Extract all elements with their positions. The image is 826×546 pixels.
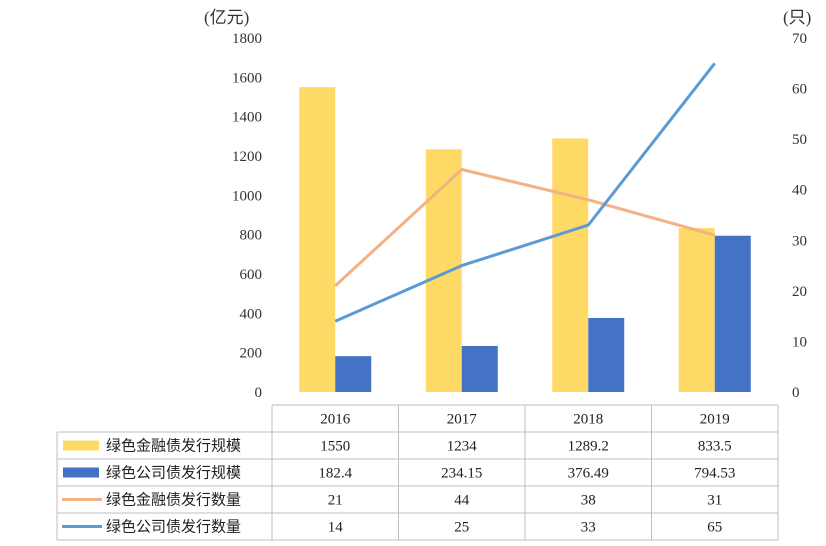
left-axis-unit: (亿元): [204, 8, 249, 27]
table-value: 38: [581, 493, 596, 509]
left-tick-label: 200: [240, 346, 263, 362]
table-value: 21: [328, 493, 343, 509]
table-value: 25: [454, 520, 469, 536]
right-tick-label: 70: [792, 31, 807, 47]
category-label: 2018: [573, 412, 603, 428]
bar-green-corporate-bond-scale: [461, 345, 498, 392]
line-green-corporate-bond-count: [334, 62, 716, 323]
right-tick-label: 20: [792, 284, 807, 300]
left-tick-label: 1200: [232, 149, 262, 165]
left-tick-label: 0: [255, 385, 263, 401]
left-tick-label: 1600: [232, 70, 262, 86]
legend-series-name: 绿色金融债发行数量: [106, 492, 241, 509]
table-value: 833.5: [698, 439, 732, 455]
table-value: 1550: [320, 439, 350, 455]
bars: [299, 87, 751, 393]
left-tick-label: 1400: [232, 110, 262, 126]
legend-swatch-bar: [63, 440, 99, 451]
left-tick-label: 800: [240, 228, 263, 244]
left-tick-label: 400: [240, 306, 263, 322]
right-tick-label: 10: [792, 334, 807, 350]
right-tick-label: 30: [792, 233, 807, 249]
left-tick-label: 1000: [232, 188, 262, 204]
lines: [334, 62, 716, 323]
legend-series-name: 绿色公司债发行数量: [106, 519, 241, 536]
table-value: 1289.2: [568, 439, 609, 455]
right-tick-label: 40: [792, 183, 807, 199]
table-value: 794.53: [694, 466, 735, 482]
table-value: 1234: [447, 439, 478, 455]
table-value: 44: [454, 493, 470, 509]
right-tick-label: 60: [792, 82, 807, 98]
right-axis: 0 10 20 30 40 50 60 70: [792, 31, 807, 401]
table-value: 31: [707, 493, 722, 509]
data-table: 2016 2017 2018 2019 绿色金融债发行规模 1550 1234 1289.2 8…: [56, 404, 779, 541]
category-label: 2016: [320, 412, 351, 428]
table-value: 14: [328, 520, 344, 536]
bar-green-financial-bond-scale: [552, 138, 589, 392]
right-axis-unit: (只): [783, 8, 811, 27]
legend-swatch-bar: [63, 467, 99, 478]
legend-series-name: 绿色公司债发行规模: [106, 465, 241, 482]
bar-green-financial-bond-scale: [425, 149, 462, 392]
right-tick-label: 50: [792, 132, 807, 148]
category-label: 2017: [447, 412, 478, 428]
line-green-financial-bond-count: [334, 167, 716, 287]
category-label: 2019: [700, 412, 730, 428]
left-tick-label: 600: [240, 267, 263, 283]
right-tick-label: 0: [792, 385, 800, 401]
bar-green-corporate-bond-scale: [588, 317, 625, 392]
table-value: 234.15: [441, 466, 482, 482]
left-axis: 0 200 400 600 800 1000 1200 1400 1600 1800: [232, 31, 262, 401]
table-value: 376.49: [568, 466, 609, 482]
table-value: 33: [581, 520, 596, 536]
table-value: 65: [707, 520, 722, 536]
left-tick-label: 1800: [232, 31, 262, 47]
bar-green-corporate-bond-scale: [714, 235, 751, 392]
table-value: 182.4: [318, 466, 352, 482]
bar-green-corporate-bond-scale: [335, 356, 372, 392]
bar-green-financial-bond-scale: [678, 228, 715, 392]
bar-green-financial-bond-scale: [299, 87, 336, 393]
legend-series-name: 绿色金融债发行规模: [106, 438, 241, 455]
